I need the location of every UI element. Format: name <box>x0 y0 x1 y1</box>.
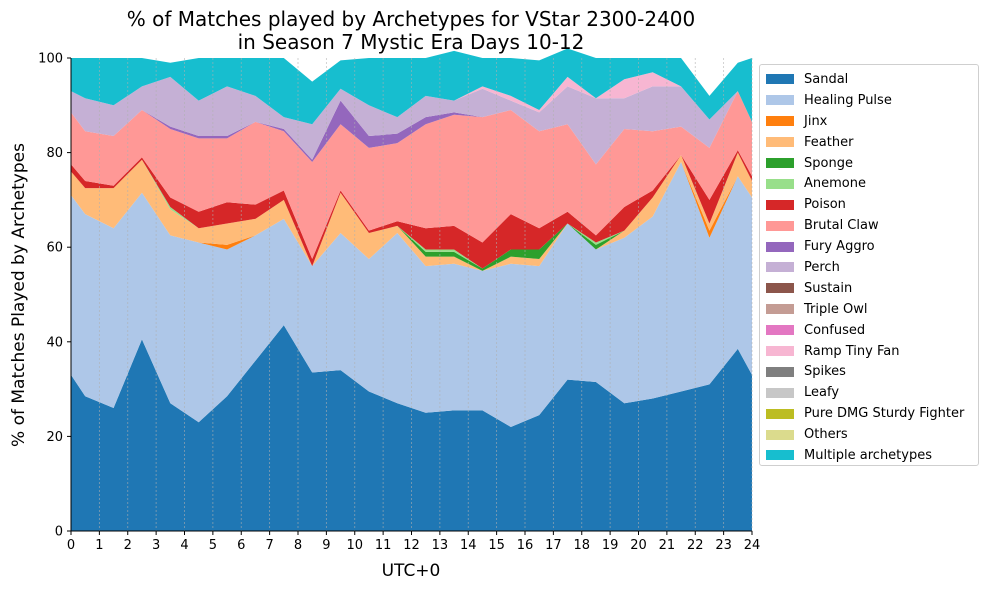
x-tick-label: 17 <box>545 538 562 553</box>
legend-label: Poison <box>804 197 846 213</box>
legend-swatch <box>766 408 794 419</box>
legend-swatch <box>766 304 794 315</box>
x-tick-label: 21 <box>659 538 676 553</box>
legend-label: Others <box>804 427 848 443</box>
legend-swatch <box>766 366 794 377</box>
x-tick-label: 6 <box>237 538 245 553</box>
y-axis-label: % of Matches Played by Archetypes <box>9 143 29 447</box>
legend-label: Perch <box>804 259 840 275</box>
x-tick-label: 19 <box>602 538 619 553</box>
legend-label: Triple Owl <box>804 301 868 317</box>
legend-item: Brutal Claw <box>760 215 978 236</box>
legend-item: Ramp Tiny Fan <box>760 341 978 362</box>
x-tick-label: 24 <box>744 538 761 553</box>
x-tick-label: 22 <box>687 538 704 553</box>
x-tick-label: 3 <box>152 538 160 553</box>
x-tick-label: 1 <box>95 538 103 553</box>
legend-item: Spikes <box>760 361 978 382</box>
x-axis-ticks: 0 1 2 3 4 5 6 7 8 9 10 11 12 13 14 15 16 17 18 19 20 21 22 23 24 <box>67 531 760 553</box>
legend-item: Feather <box>760 132 978 153</box>
legend-label: Feather <box>804 134 854 150</box>
x-tick-label: 4 <box>180 538 188 553</box>
x-tick-label: 23 <box>715 538 732 553</box>
legend-item: Healing Pulse <box>760 90 978 111</box>
y-axis-ticks: 0 20 40 60 80 100 <box>38 52 71 540</box>
legend-label: Pure DMG Sturdy Fighter <box>804 406 965 422</box>
legend-swatch <box>766 74 794 85</box>
x-tick-label: 8 <box>294 538 302 553</box>
x-tick-label: 11 <box>375 538 392 553</box>
x-tick-label: 10 <box>346 538 363 553</box>
y-tick-label: 60 <box>46 241 63 256</box>
legend-label: Fury Aggro <box>804 239 875 255</box>
x-tick-label: 13 <box>432 538 449 553</box>
legend-swatch <box>766 387 794 398</box>
legend-label: Confused <box>804 322 866 338</box>
legend-item: Leafy <box>760 382 978 403</box>
legend-swatch <box>766 95 794 106</box>
legend-label: Healing Pulse <box>804 92 892 108</box>
y-tick-label: 40 <box>46 335 63 350</box>
legend-label: Jinx <box>804 113 828 129</box>
legend-swatch <box>766 262 794 273</box>
legend-label: Spikes <box>804 364 846 380</box>
area-poison <box>71 150 752 269</box>
legend-swatch <box>766 220 794 231</box>
legend-label: Multiple archetypes <box>804 447 932 463</box>
legend-label: Leafy <box>804 385 840 401</box>
legend-swatch <box>766 325 794 336</box>
legend-swatch <box>766 429 794 440</box>
x-tick-label: 20 <box>630 538 647 553</box>
legend-swatch <box>766 116 794 127</box>
legend-swatch <box>766 137 794 148</box>
chart-legend: Sandal Healing Pulse Jinx Feather Sponge Anem… <box>759 64 979 466</box>
y-tick-label: 20 <box>46 430 63 445</box>
legend-label: Brutal Claw <box>804 218 879 234</box>
legend-item: Pure DMG Sturdy Fighter <box>760 403 978 424</box>
legend-item: Multiple archetypes <box>760 445 978 466</box>
grid-lines <box>70 58 753 531</box>
chart-title-line-2: in Season 7 Mystic Era Days 10-12 <box>238 30 585 54</box>
y-tick-label: 0 <box>55 525 63 540</box>
legend-swatch <box>766 450 794 461</box>
x-tick-label: 15 <box>488 538 505 553</box>
chart-title-line-1: % of Matches played by Archetypes for VS… <box>127 7 696 31</box>
legend-swatch <box>766 199 794 210</box>
legend-item: Sandal <box>760 69 978 90</box>
legend-swatch <box>766 346 794 357</box>
legend-item: Others <box>760 424 978 445</box>
x-tick-label: 9 <box>322 538 330 553</box>
x-tick-label: 12 <box>403 538 420 553</box>
legend-item: Confused <box>760 320 978 341</box>
x-tick-label: 2 <box>124 538 132 553</box>
legend-swatch <box>766 158 794 168</box>
x-tick-label: 7 <box>265 538 273 553</box>
legend-item: Jinx <box>760 111 978 132</box>
legend-label: Anemone <box>804 176 866 192</box>
legend-label: Sustain <box>804 280 853 296</box>
x-tick-label: 16 <box>517 538 534 553</box>
legend-item: Triple Owl <box>760 299 978 320</box>
legend-label: Ramp Tiny Fan <box>804 343 900 359</box>
legend-item: Anemone <box>760 173 978 194</box>
legend-swatch <box>766 241 794 252</box>
x-tick-label: 14 <box>460 538 477 553</box>
legend-item: Perch <box>760 257 978 278</box>
x-tick-label: 18 <box>573 538 590 553</box>
x-axis-label: UTC+0 <box>382 561 441 581</box>
legend-swatch <box>766 178 794 189</box>
legend-item: Sustain <box>760 278 978 299</box>
legend-item: Fury Aggro <box>760 236 978 257</box>
legend-item: Sponge <box>760 153 978 174</box>
y-tick-label: 80 <box>46 146 63 161</box>
y-tick-label: 100 <box>38 52 63 67</box>
legend-label: Sponge <box>804 155 853 171</box>
legend-swatch <box>766 283 794 294</box>
x-tick-label: 0 <box>67 538 75 553</box>
legend-item: Poison <box>760 194 978 215</box>
legend-label: Sandal <box>804 71 849 87</box>
x-tick-label: 5 <box>209 538 217 553</box>
